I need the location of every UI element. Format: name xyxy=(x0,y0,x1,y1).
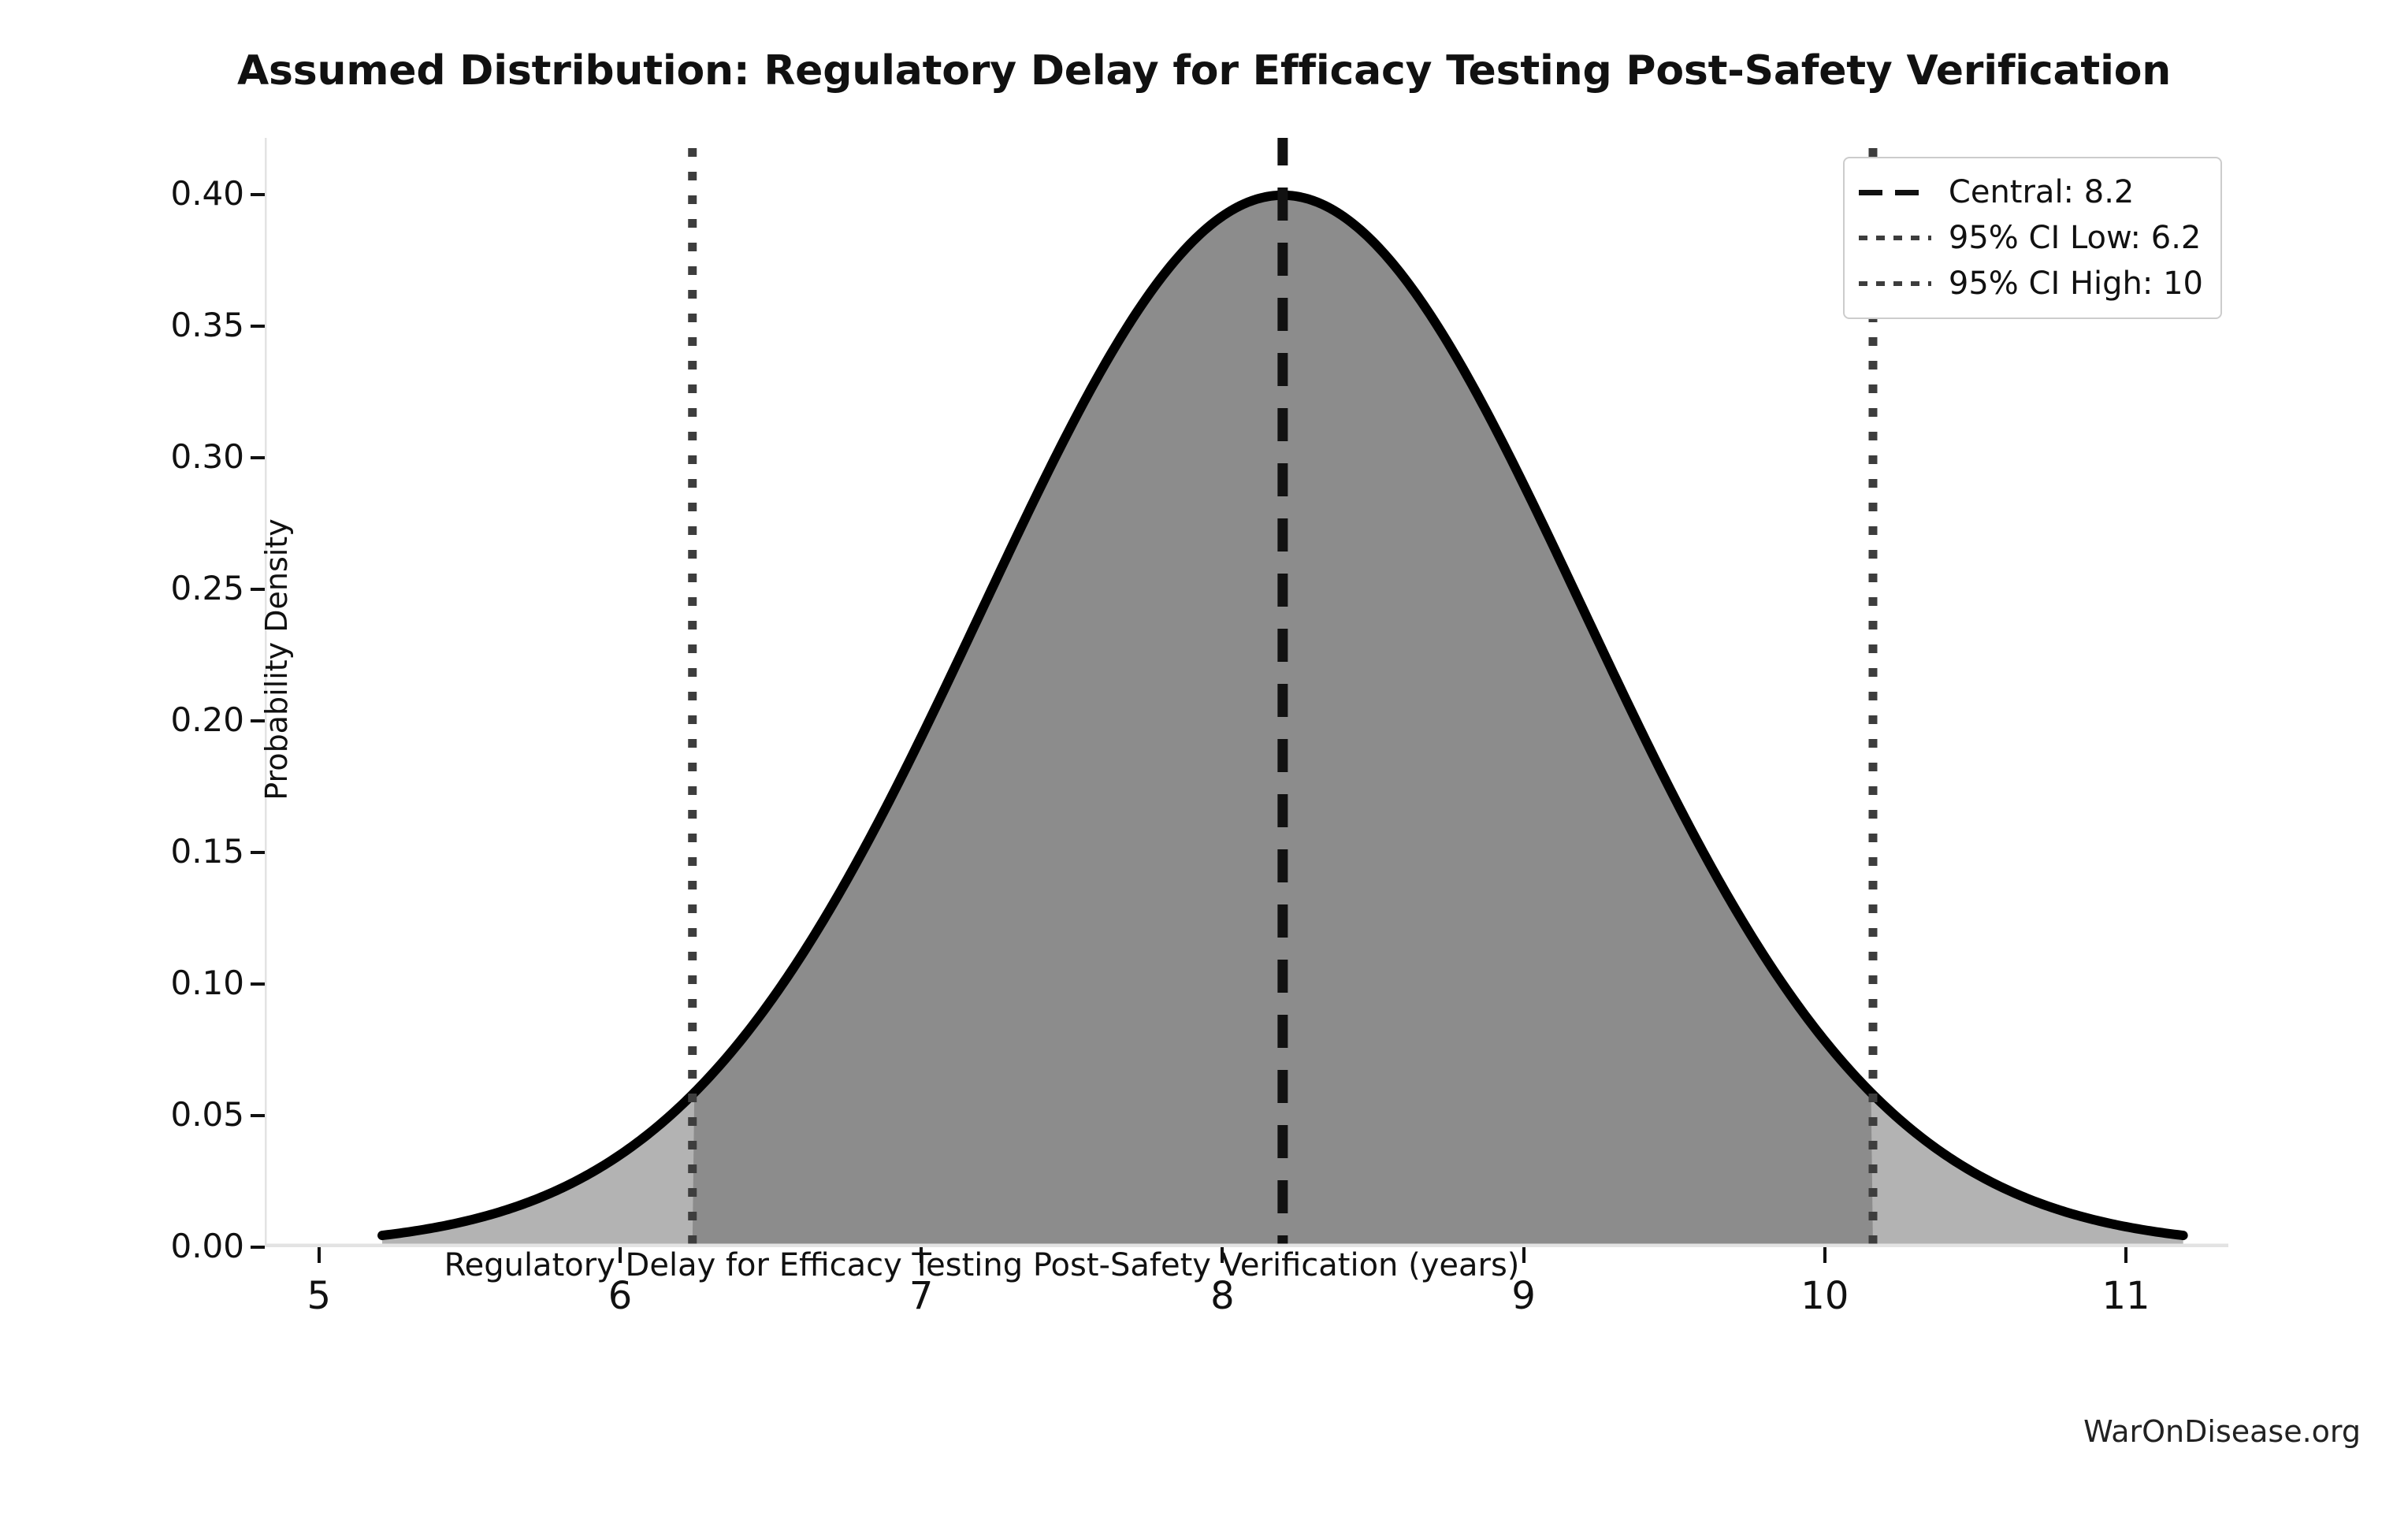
x-tick-mark xyxy=(2124,1247,2128,1263)
chart-legend: Central: 8.2 95% CI Low: 6.2 95% CI High: … xyxy=(1842,157,2222,319)
x-tick-mark xyxy=(1823,1247,1826,1263)
y-tick-label: 0.10 xyxy=(170,964,244,1003)
chart-title: Assumed Distribution: Regulatory Delay f… xyxy=(236,47,2172,95)
y-tick-label: 0.30 xyxy=(170,437,244,477)
x-tick-label: 8 xyxy=(1210,1274,1235,1318)
y-tick-mark xyxy=(251,719,265,723)
legend-item[interactable]: 95% CI Low: 6.2 xyxy=(1858,215,2203,261)
distribution-plot xyxy=(265,138,2228,1247)
y-tick-mark xyxy=(251,1246,265,1249)
x-tick-mark xyxy=(920,1247,923,1263)
x-tick-label: 10 xyxy=(1800,1274,1849,1318)
x-tick-label: 5 xyxy=(307,1274,332,1318)
x-tick-mark xyxy=(619,1247,622,1263)
plot-area: Probability Density 0.00 0.05 0.10 0.15 0.20… xyxy=(170,138,2228,1318)
x-tick-label: 6 xyxy=(608,1274,633,1318)
y-tick-label: 0.00 xyxy=(170,1227,244,1265)
y-tick-mark xyxy=(251,982,265,986)
watermark: WarOnDisease.org xyxy=(2083,1414,2361,1449)
x-tick-label: 11 xyxy=(2101,1274,2150,1318)
distribution-fills xyxy=(382,195,2183,1247)
y-axis-label: Probability Density xyxy=(259,518,294,800)
y-tick-label: 0.25 xyxy=(170,569,244,608)
y-tick-mark xyxy=(251,588,265,592)
y-tick-label: 0.15 xyxy=(170,832,244,871)
y-tick-label: 0.40 xyxy=(170,174,244,214)
x-tick-mark xyxy=(1221,1247,1224,1263)
legend-item-label: 95% CI High: 10 xyxy=(1948,266,2203,302)
x-tick-mark xyxy=(1522,1247,1525,1263)
x-tick-mark xyxy=(317,1247,321,1263)
legend-item[interactable]: 95% CI High: 10 xyxy=(1858,261,2203,306)
legend-item-label: 95% CI Low: 6.2 xyxy=(1948,220,2202,256)
x-tick-label: 9 xyxy=(1511,1274,1536,1318)
y-tick-mark xyxy=(251,193,265,197)
y-tick-label: 0.20 xyxy=(170,700,244,740)
x-axis-label: Regulatory Delay for Efficacy Testing Po… xyxy=(444,1247,1520,1283)
y-tick-mark xyxy=(251,456,265,460)
y-tick-label: 0.05 xyxy=(170,1095,244,1135)
legend-item-label: Central: 8.2 xyxy=(1948,174,2135,210)
y-tick-label: 0.35 xyxy=(170,306,244,345)
legend-item[interactable]: Central: 8.2 xyxy=(1858,169,2203,215)
y-tick-mark xyxy=(251,325,265,329)
y-tick-mark xyxy=(251,851,265,855)
x-tick-label: 7 xyxy=(909,1274,934,1318)
y-tick-mark xyxy=(251,1114,265,1118)
distribution-ci-fill xyxy=(692,195,1873,1247)
